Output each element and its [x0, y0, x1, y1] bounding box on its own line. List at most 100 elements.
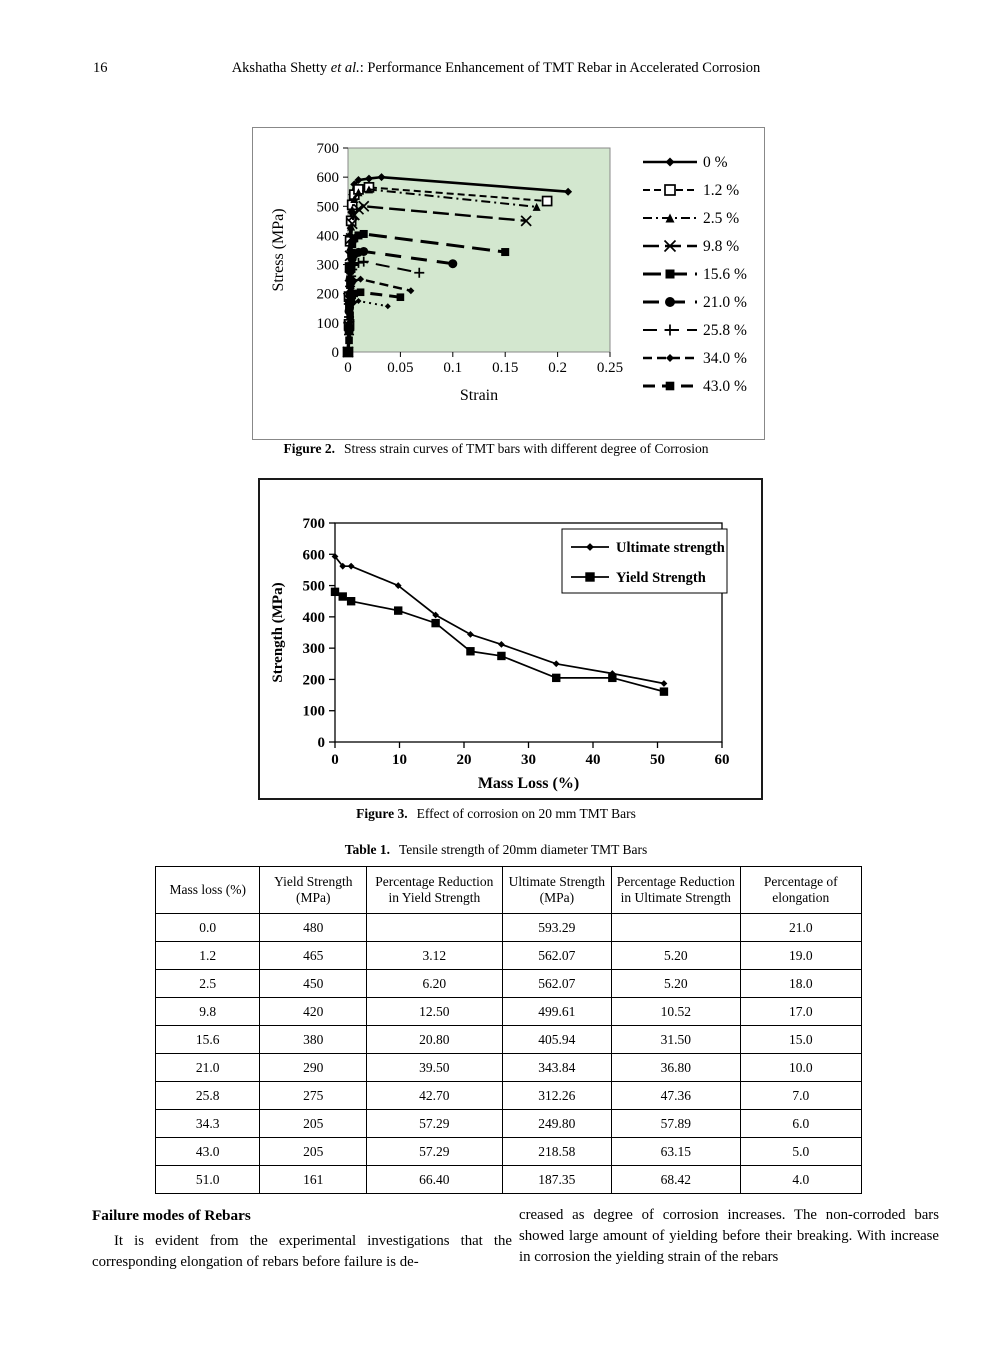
table-row: 15.6 380 20.80 405.94 31.50 15.0 [154, 1025, 863, 1054]
table-cell: 6.0 [739, 1109, 863, 1138]
svg-text:300: 300 [303, 641, 326, 657]
svg-text:100: 100 [303, 704, 326, 720]
table-cell: 4.0 [739, 1165, 863, 1194]
table-header-row: Mass loss (%) Yield Strength (MPa) Percent… [154, 866, 863, 914]
table-cell: 36.80 [611, 1053, 741, 1082]
table-cell: 10.52 [611, 997, 741, 1026]
table-header-cell: Yield Strength (MPa) [259, 866, 368, 914]
svg-text:0.15: 0.15 [492, 360, 518, 376]
svg-text:Stress (MPa): Stress (MPa) [270, 208, 287, 291]
table-cell: 34.3 [154, 1109, 261, 1138]
table-cell: 39.50 [366, 1053, 503, 1082]
page-number: 16 [93, 60, 108, 76]
table-cell: 312.26 [501, 1081, 613, 1110]
table-cell: 68.42 [611, 1165, 741, 1194]
svg-text:Ultimate strength: Ultimate strength [616, 540, 725, 556]
table-cell: 0.0 [154, 913, 261, 942]
table-cell: 380 [259, 1025, 368, 1054]
table-cell: 10.0 [739, 1053, 863, 1082]
table-cell: 465 [259, 941, 368, 970]
svg-text:Yield Strength: Yield Strength [616, 570, 706, 586]
header-etal: et al. [330, 60, 360, 76]
table-cell: 20.80 [366, 1025, 503, 1054]
figure2-caption: Figure 2. Stress strain curves of TMT bar… [0, 441, 992, 457]
table-cell [611, 913, 741, 942]
table-cell: 249.80 [501, 1109, 613, 1138]
figure3-caption-text: Effect of corrosion on 20 mm TMT Bars [416, 806, 636, 821]
svg-text:200: 200 [303, 672, 326, 688]
svg-text:50: 50 [650, 752, 665, 768]
table-cell: 31.50 [611, 1025, 741, 1054]
page-header: 16 Akshatha Shetty et al.: Performance E… [0, 60, 992, 77]
svg-text:Strength (MPa): Strength (MPa) [270, 582, 286, 682]
svg-text:1.2 %: 1.2 % [703, 182, 739, 199]
table1-wrapper: Mass loss (%) Yield Strength (MPa) Percent… [154, 866, 863, 1194]
figure2-caption-text: Stress strain curves of TMT bars with di… [344, 441, 709, 456]
svg-text:15.6 %: 15.6 % [703, 266, 747, 283]
stress-strain-chart: 0 100 200 300 400 500 600 700 0 0.05 0.1 0.15 0.2 0.2… [270, 141, 747, 404]
table-header-cell: Percentage of elongation [739, 866, 863, 914]
table-cell: 5.20 [611, 969, 741, 998]
figure3-caption: Figure 3. Effect of corrosion on 20 mm TM… [0, 806, 992, 822]
table-cell: 562.07 [501, 941, 613, 970]
tmt-table: Mass loss (%) Yield Strength (MPa) Percent… [154, 866, 863, 1194]
svg-text:500: 500 [303, 579, 326, 595]
table1-title-label: Table 1. [344, 842, 390, 857]
svg-text:600: 600 [303, 547, 326, 563]
table-cell: 562.07 [501, 969, 613, 998]
strength-massloss-chart: 0 100 200 300 400 500 600 700 0 10 20 30 40 50 60 Stren… [270, 516, 730, 792]
figure-2-panel: 0 100 200 300 400 500 600 700 0 0.05 0.1 0.15 0.2 0.2… [252, 127, 765, 440]
svg-text:34.0 %: 34.0 % [703, 350, 747, 367]
table-cell [366, 913, 503, 942]
table-cell: 19.0 [739, 941, 863, 970]
svg-text:400: 400 [317, 228, 340, 244]
table1-title: Table 1. Tensile strength of 20mm diamete… [0, 842, 992, 858]
header-title-text: : Performance Enhancement of TMT Rebar i… [359, 60, 761, 76]
table-cell: 57.89 [611, 1109, 741, 1138]
body-column-left: Failure modes of Rebars It is evident fr… [92, 1205, 512, 1273]
table-cell: 57.29 [366, 1109, 503, 1138]
svg-text:700: 700 [303, 516, 326, 532]
table-cell: 63.15 [611, 1137, 741, 1166]
svg-text:Strain: Strain [460, 387, 498, 404]
running-head: Akshatha Shetty et al.: Performance Enha… [0, 60, 992, 77]
table-header-cell: Mass loss (%) [154, 866, 261, 914]
table-cell: 161 [259, 1165, 368, 1194]
svg-text:25.8 %: 25.8 % [703, 322, 747, 339]
svg-text:0.05: 0.05 [387, 360, 413, 376]
table-row: 2.5 450 6.20 562.07 5.20 18.0 [154, 969, 863, 998]
table-cell: 21.0 [739, 913, 863, 942]
table-cell: 5.20 [611, 941, 741, 970]
svg-text:0: 0 [318, 735, 326, 751]
table-row: 51.0 161 66.40 187.35 68.42 4.0 [154, 1165, 863, 1194]
table-cell: 6.20 [366, 969, 503, 998]
svg-text:21.0 %: 21.0 % [703, 294, 747, 311]
svg-text:60: 60 [715, 752, 730, 768]
table-cell: 593.29 [501, 913, 613, 942]
table-cell: 57.29 [366, 1137, 503, 1166]
figure2-caption-label: Figure 2. [283, 441, 336, 456]
table-cell: 18.0 [739, 969, 863, 998]
svg-text:0 %: 0 % [703, 154, 728, 171]
table-cell: 420 [259, 997, 368, 1026]
svg-text:9.8 %: 9.8 % [703, 238, 739, 255]
svg-text:700: 700 [317, 141, 340, 157]
svg-text:100: 100 [317, 316, 340, 332]
table-cell: 43.0 [154, 1137, 261, 1166]
svg-text:40: 40 [586, 752, 601, 768]
table-cell: 480 [259, 913, 368, 942]
table-cell: 66.40 [366, 1165, 503, 1194]
svg-text:600: 600 [317, 170, 340, 186]
svg-text:0: 0 [331, 752, 339, 768]
table-cell: 205 [259, 1137, 368, 1166]
svg-text:2.5 %: 2.5 % [703, 210, 739, 227]
table-header-cell: Ultimate Strength (MPa) [501, 866, 613, 914]
table-cell: 343.84 [501, 1053, 613, 1082]
table-cell: 15.0 [739, 1025, 863, 1054]
figure3-caption-label: Figure 3. [356, 806, 408, 821]
svg-text:Mass Loss (%): Mass Loss (%) [478, 775, 579, 792]
table-cell: 15.6 [154, 1025, 261, 1054]
table-cell: 205 [259, 1109, 368, 1138]
table-cell: 187.35 [501, 1165, 613, 1194]
